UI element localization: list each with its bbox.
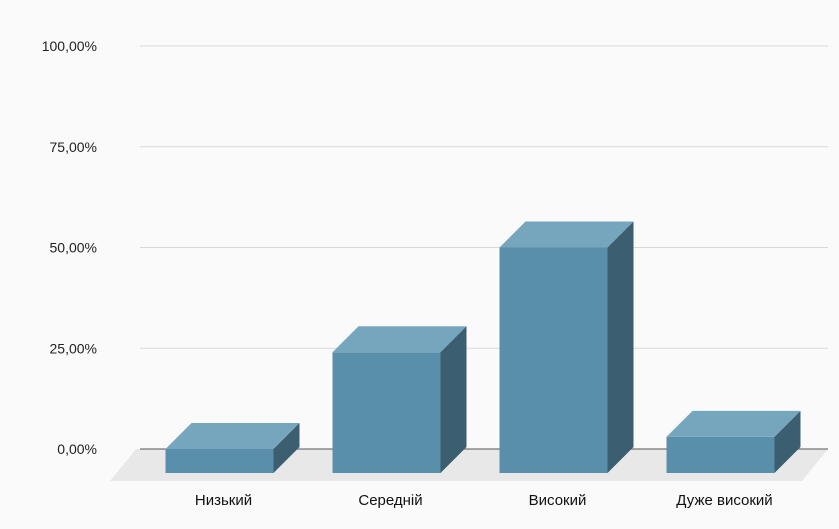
bar-side <box>440 326 467 473</box>
bar-front <box>332 352 441 473</box>
bar-side <box>774 410 801 473</box>
x-tick-label: Дуже високий <box>676 492 772 509</box>
bar-front <box>165 449 274 473</box>
bar-side <box>607 221 634 473</box>
x-tick-label: Низький <box>195 492 252 509</box>
bar-top <box>165 423 300 449</box>
bar-top <box>332 326 467 353</box>
bar-3 <box>499 221 634 473</box>
x-axis-labels: Низький Середній Високий Дуже високий <box>195 492 773 509</box>
bar-2 <box>332 326 467 473</box>
bar-top <box>499 221 634 248</box>
y-tick-label: 100,00% <box>42 38 97 54</box>
bar-side <box>273 423 300 473</box>
y-tick-label: 25,00% <box>50 340 97 356</box>
x-tick-label: Середній <box>358 492 422 509</box>
bar-top <box>666 410 801 437</box>
y-tick-label: 75,00% <box>50 139 97 155</box>
bar-front <box>666 436 775 473</box>
y-tick-label: 50,00% <box>50 240 97 256</box>
x-tick-label: Високий <box>529 492 587 509</box>
bar-front <box>499 247 608 473</box>
bar-1 <box>165 423 300 473</box>
bar-4 <box>666 410 801 473</box>
y-tick-label: 0,00% <box>57 441 97 457</box>
y-axis-ticks: 0,00% 25,00% 50,00% 75,00% 100,00% <box>42 38 97 457</box>
grid-lines <box>140 45 828 450</box>
bars <box>165 221 801 473</box>
